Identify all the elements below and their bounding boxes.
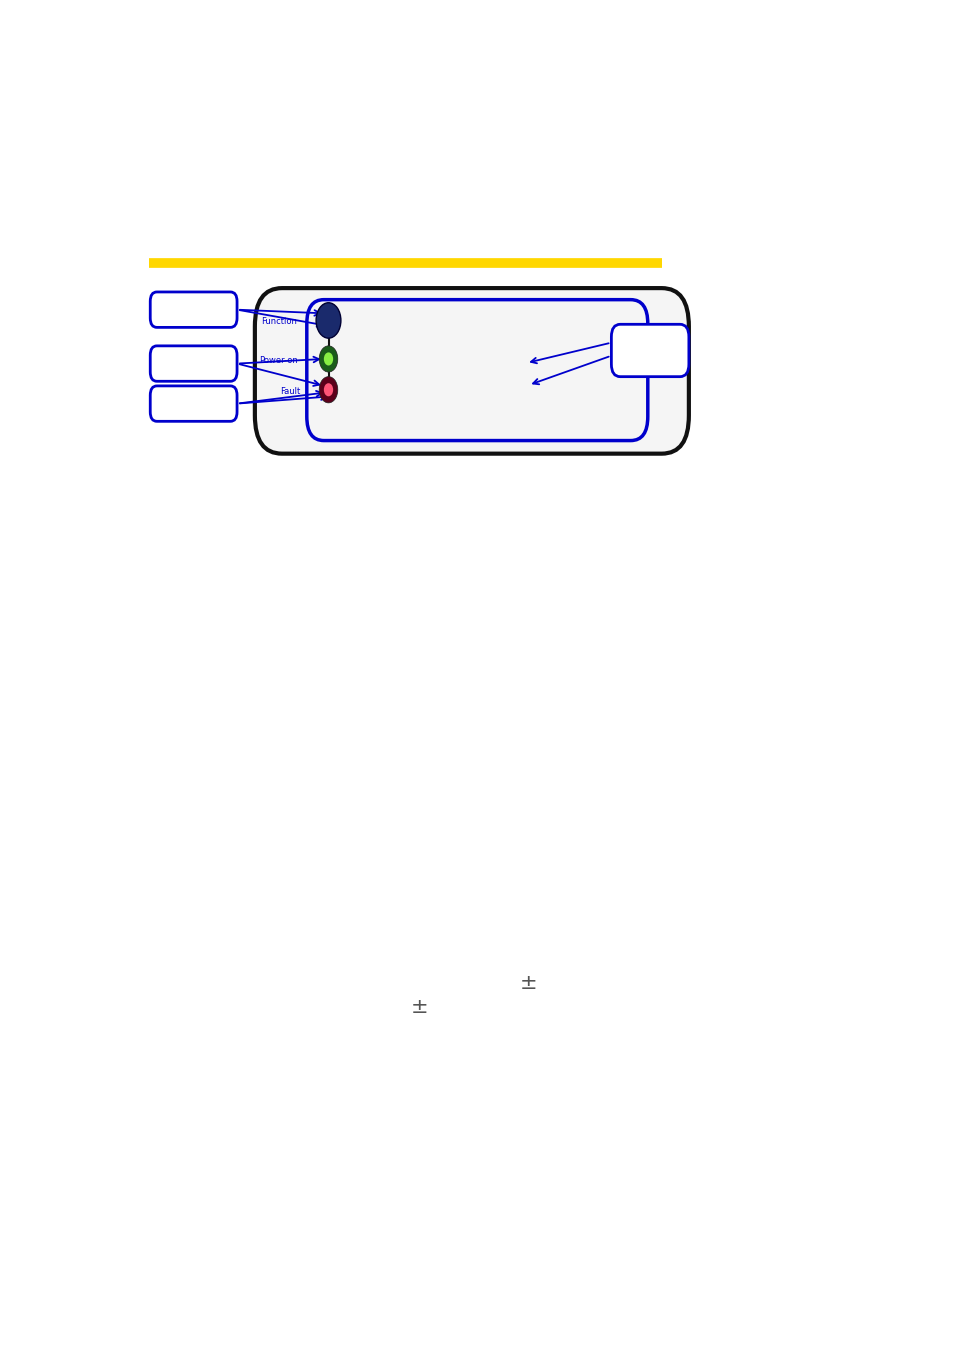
FancyBboxPatch shape	[150, 346, 236, 381]
FancyBboxPatch shape	[611, 324, 688, 377]
Circle shape	[323, 352, 333, 366]
Circle shape	[323, 383, 333, 396]
Text: Function: Function	[261, 317, 297, 327]
FancyBboxPatch shape	[254, 289, 688, 454]
FancyBboxPatch shape	[150, 386, 236, 421]
Text: Power-on: Power-on	[258, 356, 297, 364]
Text: Fault: Fault	[280, 386, 300, 396]
Circle shape	[319, 346, 337, 373]
Text: ±: ±	[519, 973, 537, 993]
Circle shape	[319, 377, 337, 402]
Text: ±: ±	[410, 997, 428, 1018]
Ellipse shape	[315, 302, 340, 339]
FancyBboxPatch shape	[150, 291, 236, 328]
